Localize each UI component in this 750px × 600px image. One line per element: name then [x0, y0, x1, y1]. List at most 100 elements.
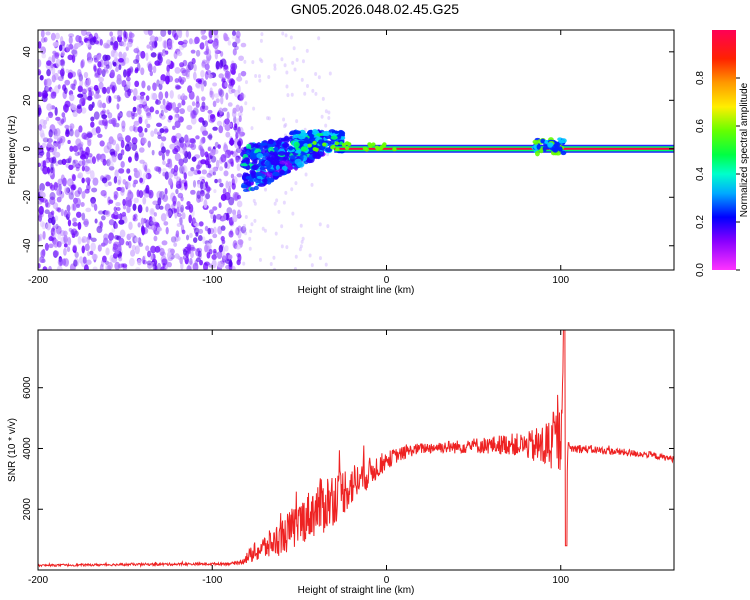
- noise-blob: [141, 137, 147, 144]
- noise-blob: [210, 148, 216, 156]
- noise-blob: [202, 262, 209, 270]
- noise-blob: [208, 170, 215, 177]
- noise-blob: [71, 104, 77, 111]
- noise-blob: [108, 199, 114, 204]
- noise-blob: [167, 171, 174, 179]
- noise-blob: [137, 62, 141, 72]
- noise-blob: [212, 166, 219, 172]
- onset-blob: [245, 175, 252, 180]
- noise-blob: [57, 178, 64, 186]
- noise-blob: [157, 134, 162, 140]
- noise-blob: [56, 265, 63, 270]
- noise-blob: [115, 202, 121, 207]
- noise-blob: [138, 147, 145, 153]
- noise-blob: [113, 191, 119, 199]
- noise-blob: [95, 126, 101, 134]
- noise-blob: [133, 59, 139, 65]
- y-tick-label: 2000: [22, 498, 33, 521]
- noise-blob: [153, 128, 158, 135]
- noise-blob: [118, 168, 125, 174]
- noise-blob: [239, 131, 245, 137]
- faint-noise-blob: [314, 71, 318, 76]
- faint-noise-blob: [327, 115, 331, 120]
- noise-blob: [203, 199, 208, 209]
- noise-blob: [150, 130, 155, 137]
- noise-blob: [38, 107, 42, 116]
- onset-blob: [272, 171, 280, 177]
- noise-blob: [70, 83, 75, 90]
- noise-blob: [122, 198, 126, 206]
- onset-blob: [251, 164, 259, 170]
- noise-blob: [196, 164, 201, 170]
- noise-blob: [224, 149, 232, 159]
- noise-blob: [199, 138, 203, 148]
- faint-noise-blob: [317, 75, 321, 80]
- faint-noise-blob: [277, 209, 281, 214]
- disturbance-blob: [536, 144, 541, 150]
- noise-blob: [74, 251, 79, 258]
- noise-blob: [163, 40, 167, 49]
- noise-blob: [63, 248, 67, 255]
- noise-blob: [204, 71, 209, 80]
- noise-blob: [125, 46, 129, 51]
- noise-blob: [187, 170, 194, 177]
- noise-blob: [239, 105, 244, 114]
- noise-blob: [144, 127, 148, 133]
- noise-blob: [232, 209, 237, 216]
- noise-blob: [209, 113, 216, 119]
- noise-blob: [53, 72, 59, 81]
- noise-blob: [202, 136, 206, 144]
- noise-blob: [167, 251, 172, 260]
- noise-blob: [160, 30, 167, 37]
- onset-blob: [242, 188, 249, 192]
- faint-noise-blob: [295, 119, 299, 124]
- noise-blob: [131, 244, 137, 251]
- noise-blob: [215, 159, 220, 169]
- noise-blob: [237, 112, 243, 117]
- noise-blob: [68, 33, 75, 38]
- colorbar-tick-label: 0.6: [695, 119, 706, 133]
- noise-blob: [40, 37, 46, 43]
- disturbance-blob: [552, 147, 559, 153]
- noise-blob: [106, 109, 110, 115]
- noise-blob: [42, 266, 48, 270]
- noise-blob: [56, 240, 62, 248]
- noise-blob: [132, 214, 136, 221]
- noise-blob: [101, 60, 108, 68]
- noise-blob: [103, 145, 110, 154]
- highlight-blob: [378, 146, 383, 151]
- faint-noise-blob: [295, 57, 299, 62]
- noise-blob: [72, 110, 78, 118]
- noise-blob: [124, 90, 131, 99]
- noise-blob: [146, 85, 151, 91]
- noise-blob: [183, 172, 187, 180]
- noise-blob: [46, 166, 51, 174]
- noise-blob: [160, 74, 167, 82]
- noise-blob: [91, 253, 98, 260]
- noise-blob: [235, 30, 241, 39]
- noise-blob: [219, 182, 224, 188]
- noise-blob: [140, 217, 145, 226]
- noise-blob: [235, 147, 243, 154]
- noise-blob: [49, 196, 56, 205]
- noise-blob: [126, 41, 133, 48]
- noise-blob: [51, 156, 57, 164]
- noise-blob: [40, 46, 47, 55]
- noise-blob: [168, 115, 173, 121]
- noise-blob: [229, 122, 233, 128]
- noise-blob: [52, 142, 57, 148]
- noise-blob: [158, 166, 162, 174]
- noise-blob: [131, 137, 138, 145]
- noise-blob: [85, 166, 92, 175]
- disturbance-blob: [553, 144, 559, 149]
- noise-blob: [120, 161, 125, 168]
- noise-blob: [146, 260, 153, 266]
- noise-blob: [159, 128, 165, 134]
- noise-blob: [121, 120, 126, 129]
- noise-blob: [203, 50, 209, 55]
- noise-blob: [177, 40, 184, 46]
- noise-blob: [150, 92, 155, 100]
- noise-blob: [137, 169, 143, 178]
- onset-blob: [280, 137, 287, 142]
- noise-blob: [98, 81, 104, 90]
